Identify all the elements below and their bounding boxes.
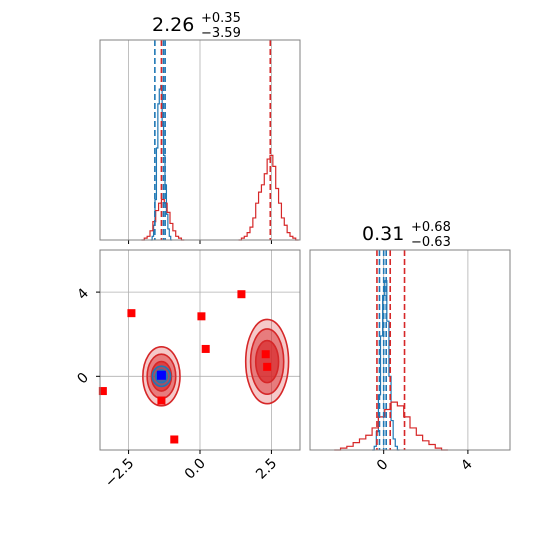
tick-label-x-1: 4 (458, 456, 476, 474)
marginal-histogram-x: 2.26 +0.35 −3.59 (99, 11, 301, 244)
tick-label-x-0: 0 (374, 457, 392, 475)
marginal-histogram-y: 0.31 +0.68 −0.63 0 4 (309, 220, 511, 475)
panel-title-x-minus: −3.59 (201, 26, 241, 41)
truth-marker (156, 370, 166, 380)
sample-marker-3 (170, 435, 179, 444)
panel-frame-x (99, 39, 301, 241)
panel-title-y-minus: −0.63 (411, 235, 451, 250)
histogram-series-1 (141, 198, 185, 241)
tick-label-x-0: −2.5 (102, 456, 137, 491)
panel-frame-y (309, 249, 511, 451)
histogram-series-2 (238, 154, 299, 241)
tick-label-y-0: 0 (74, 370, 92, 388)
sample-marker-2 (157, 396, 166, 405)
panel-title-y-plus: +0.68 (411, 220, 451, 235)
tick-label-x-1: 0.0 (182, 456, 209, 483)
sample-marker-4 (197, 312, 206, 321)
histogram-series-1 (334, 401, 448, 451)
sample-marker-6 (237, 290, 246, 299)
joint-contour-panel: −2.5 0.0 2.5 0 4 (74, 249, 301, 491)
tick-label-y-1: 4 (74, 285, 92, 303)
tick-label-x-2: 2.5 (253, 456, 280, 483)
panel-title-x-value: 2.26 (152, 14, 194, 36)
sample-marker-8 (263, 362, 272, 371)
sample-marker-7 (261, 350, 270, 359)
sample-marker-1 (127, 309, 136, 318)
sample-marker-0 (98, 387, 107, 396)
contour-1-level-2 (254, 339, 280, 384)
panel-title-x-plus: +0.35 (201, 11, 241, 26)
sample-marker-5 (201, 344, 210, 353)
panel-title-y-value: 0.31 (362, 223, 404, 245)
